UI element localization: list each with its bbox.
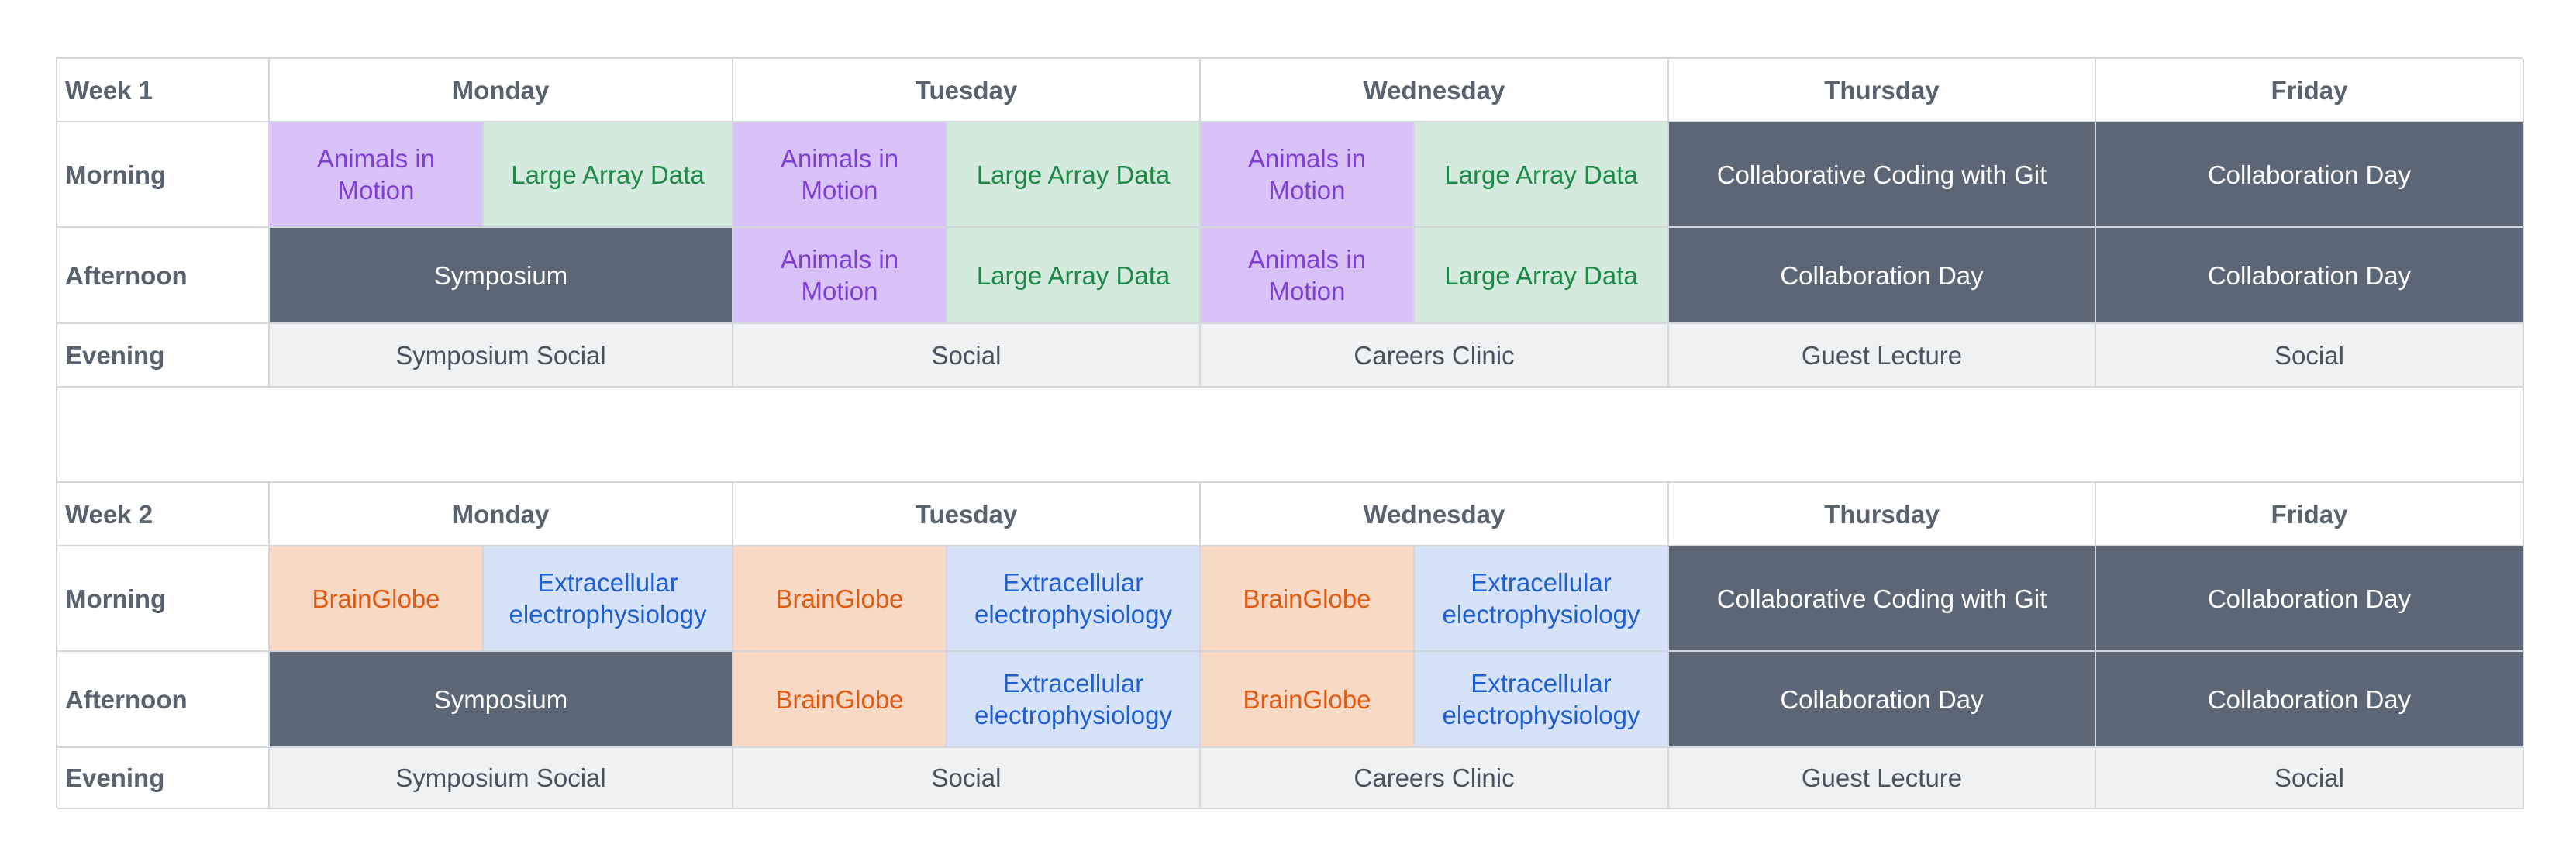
session-cell: Large Array Data [484,122,733,228]
session-cell: Large Array Data [1415,122,1669,228]
day-header-tuesday: Tuesday [733,59,1201,122]
period-label-evening: Evening [57,324,270,388]
session-cell: Extracellular electrophysiology [484,546,733,652]
day-header-thursday: Thursday [1669,483,2096,546]
day-header-tuesday: Tuesday [733,483,1201,546]
session-cell: Extracellular electrophysiology [947,546,1201,652]
session-cell: BrainGlobe [270,546,484,652]
day-header-monday: Monday [270,59,733,122]
day-header-friday: Friday [2096,483,2524,546]
session-cell: Large Array Data [1415,228,1669,324]
session-cell: Symposium [270,652,733,748]
session-cell: Large Array Data [947,228,1201,324]
day-header-wednesday: Wednesday [1201,59,1669,122]
session-cell: Animals in Motion [733,228,947,324]
session-cell: Collaboration Day [2096,122,2524,228]
day-header-wednesday: Wednesday [1201,483,1669,546]
evening-cell: Guest Lecture [1669,324,2096,388]
session-cell: Animals in Motion [1201,122,1415,228]
session-cell: BrainGlobe [733,652,947,748]
evening-cell: Social [733,748,1201,809]
evening-cell: Social [733,324,1201,388]
session-cell: BrainGlobe [1201,546,1415,652]
session-cell: Symposium [270,228,733,324]
session-cell: BrainGlobe [1201,652,1415,748]
schedule-table: Week 1 Monday Tuesday Wednesday Thursday… [56,57,2524,809]
evening-cell: Guest Lecture [1669,748,2096,809]
evening-cell: Careers Clinic [1201,324,1669,388]
week-label: Week 1 [57,59,270,122]
session-cell: Animals in Motion [1201,228,1415,324]
evening-cell: Symposium Social [270,324,733,388]
session-cell: Large Array Data [947,122,1201,228]
session-cell: Extracellular electrophysiology [947,652,1201,748]
session-cell: Extracellular electrophysiology [1415,652,1669,748]
session-cell: Collaboration Day [2096,228,2524,324]
evening-cell: Social [2096,324,2524,388]
period-label-afternoon: Afternoon [57,228,270,324]
week-label: Week 2 [57,483,270,546]
evening-cell: Social [2096,748,2524,809]
session-cell: Extracellular electrophysiology [1415,546,1669,652]
session-cell: Animals in Motion [733,122,947,228]
period-label-morning: Morning [57,546,270,652]
day-header-thursday: Thursday [1669,59,2096,122]
day-header-friday: Friday [2096,59,2524,122]
session-cell: Collaborative Coding with Git [1669,122,2096,228]
week-separator [57,388,2524,483]
session-cell: BrainGlobe [733,546,947,652]
session-cell: Collaboration Day [1669,652,2096,748]
session-cell: Collaboration Day [2096,652,2524,748]
period-label-evening: Evening [57,748,270,809]
day-header-monday: Monday [270,483,733,546]
session-cell: Animals in Motion [270,122,484,228]
evening-cell: Symposium Social [270,748,733,809]
session-cell: Collaboration Day [1669,228,2096,324]
period-label-morning: Morning [57,122,270,228]
evening-cell: Careers Clinic [1201,748,1669,809]
session-cell: Collaborative Coding with Git [1669,546,2096,652]
period-label-afternoon: Afternoon [57,652,270,748]
session-cell: Collaboration Day [2096,546,2524,652]
